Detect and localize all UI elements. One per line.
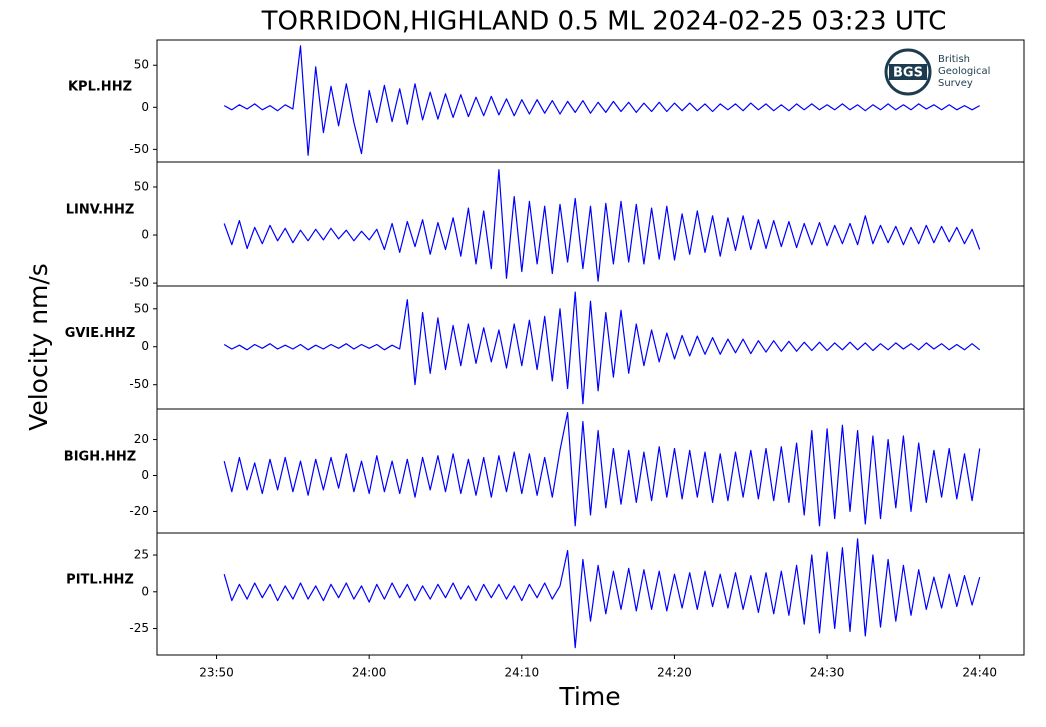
x-tick-label: 24:10 <box>505 666 540 680</box>
x-tick-label: 24:30 <box>810 666 845 680</box>
logo-band <box>889 64 927 80</box>
x-tick-label: 24:40 <box>962 666 997 680</box>
station-label: BIGH.HHZ <box>64 450 136 465</box>
waveform <box>223 412 981 527</box>
x-tick-label: 24:00 <box>352 666 387 680</box>
y-tick-label: 0 <box>141 468 149 482</box>
y-tick-label: -20 <box>129 504 149 518</box>
waveform <box>223 169 981 282</box>
y-tick-label: 0 <box>141 339 149 353</box>
waveform <box>223 45 980 156</box>
station-label: LINV.HHZ <box>66 203 135 218</box>
y-tick-label: -50 <box>129 377 149 391</box>
y-tick-label: -50 <box>129 142 149 156</box>
y-tick-label: 50 <box>134 58 149 72</box>
panel-frame <box>156 161 1025 287</box>
y-tick-label: 50 <box>134 301 149 315</box>
station-label: PITL.HHZ <box>66 573 134 588</box>
y-tick-label: 0 <box>141 584 149 598</box>
y-tick-label: 20 <box>134 432 149 446</box>
chart-title: TORRIDON,HIGHLAND 0.5 ML 2024-02-25 03:2… <box>261 7 947 37</box>
y-axis-label: Velocity nm/s <box>24 263 53 431</box>
x-tick-label: 24:20 <box>657 666 692 680</box>
logo-text: Survey <box>938 78 973 89</box>
y-tick-label: -25 <box>129 621 149 635</box>
logo: BGS British Geological Survey <box>884 48 990 96</box>
y-tick-label: -50 <box>129 276 149 290</box>
y-tick-label: 0 <box>141 100 149 114</box>
logo-text: British <box>938 54 970 65</box>
waveform <box>223 538 981 649</box>
logo-text: Geological <box>938 66 990 77</box>
station-label: KPL.HHZ <box>68 80 132 95</box>
waveform <box>223 291 981 405</box>
station-label: GVIE.HHZ <box>65 326 136 341</box>
x-axis-label: Time <box>558 682 620 711</box>
y-tick-label: 0 <box>141 228 149 242</box>
y-tick-label: 50 <box>134 179 149 193</box>
y-tick-label: 25 <box>134 548 149 562</box>
logo-abbr: BGS <box>893 66 923 81</box>
panel-frame <box>156 532 1025 656</box>
x-tick-label: 23:50 <box>199 666 234 680</box>
